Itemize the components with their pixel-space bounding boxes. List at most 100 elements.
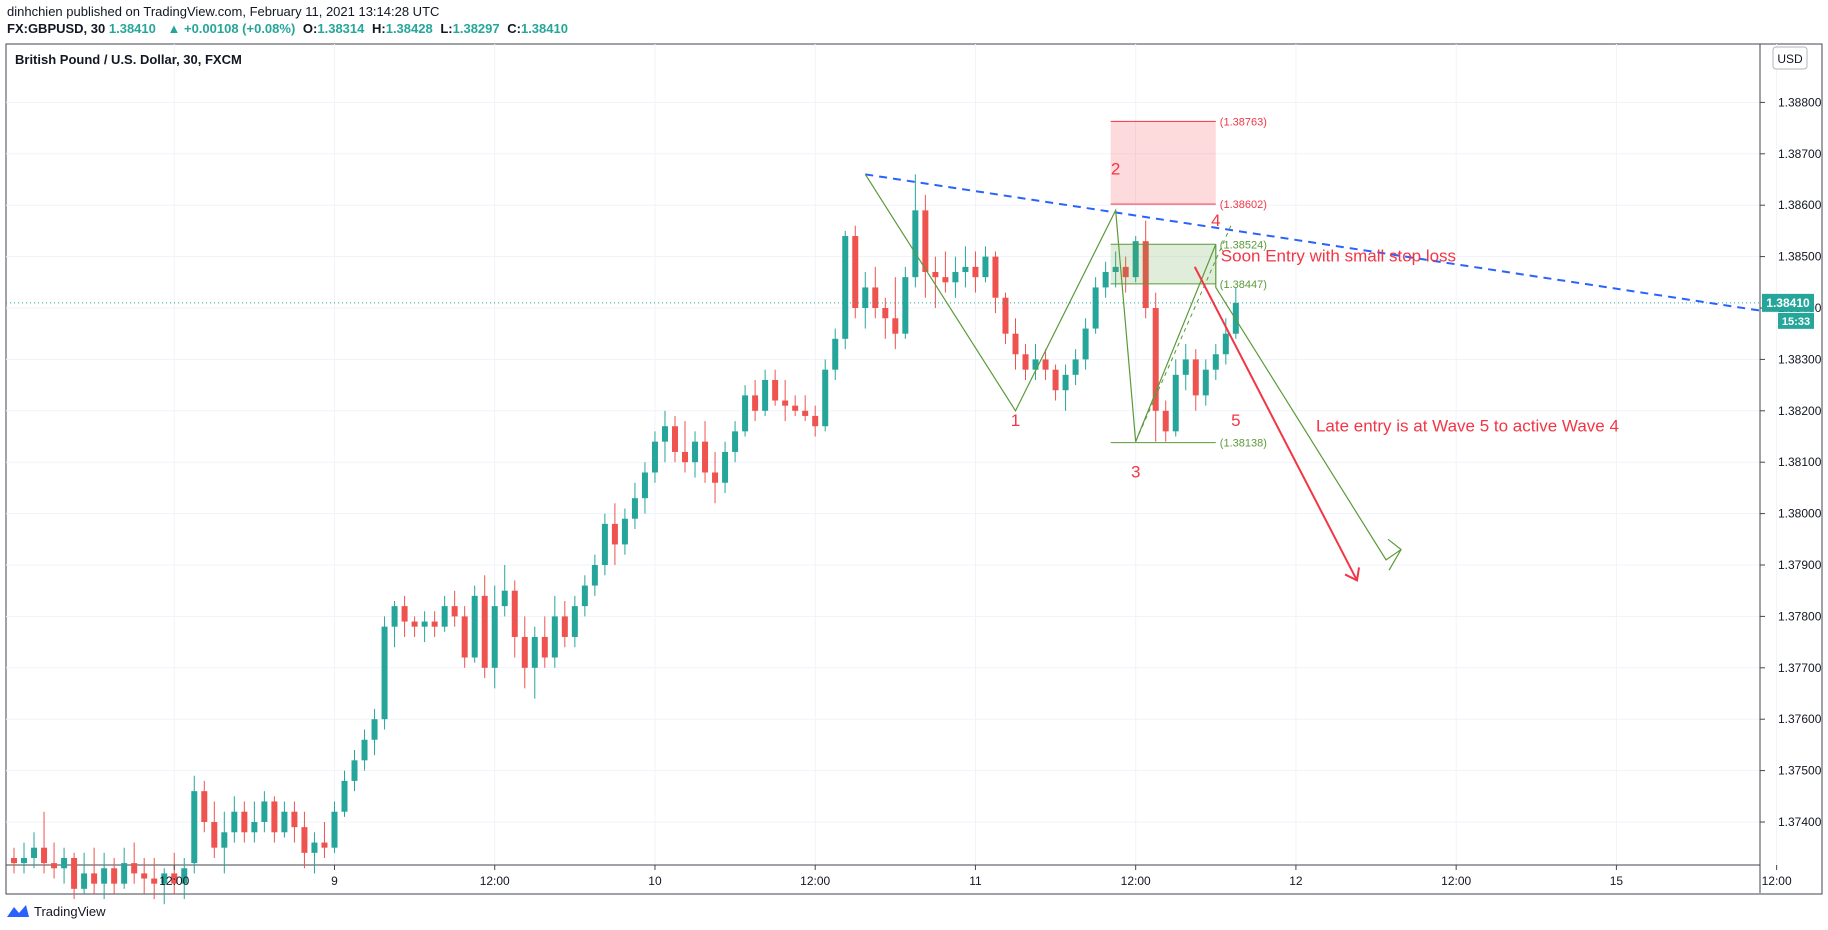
candle-up <box>832 328 839 380</box>
price-zone-box <box>1110 121 1216 205</box>
candle-down <box>1002 292 1009 344</box>
candle-body <box>31 847 38 858</box>
candle-body <box>101 868 108 884</box>
last-price: 1.38410 <box>108 21 156 36</box>
candle-down <box>682 421 689 473</box>
price-tick-label: 1.38200 <box>1778 404 1822 418</box>
candle-down <box>141 857 148 894</box>
drawings-layer: (1.38763) (1.38602) (1.38524) (1.38447) (1.3… <box>6 116 1761 582</box>
candle-up <box>261 791 268 833</box>
candle-body <box>992 256 999 298</box>
candle-body <box>261 801 268 822</box>
candle-down <box>1152 292 1159 442</box>
candle-body <box>81 873 88 889</box>
candle-body <box>391 606 398 627</box>
candle-down <box>241 801 248 843</box>
candle-body <box>311 842 318 853</box>
candle-up <box>912 174 919 288</box>
candle-up <box>341 770 348 817</box>
candle-down <box>1192 349 1199 411</box>
candle-body <box>1022 354 1029 370</box>
price-tick-label: 1.38600 <box>1778 198 1822 212</box>
candle-body <box>1082 328 1089 360</box>
candle-down <box>802 395 809 422</box>
candle-body <box>972 266 979 278</box>
close-label: C: <box>507 21 521 36</box>
candle-body <box>722 451 729 483</box>
candle-body <box>421 621 428 627</box>
price-tick-label: 1.37900 <box>1778 558 1822 572</box>
candle-body <box>1232 302 1239 334</box>
candle-body <box>832 338 839 370</box>
candle-down <box>712 451 719 504</box>
candle-down <box>481 575 488 679</box>
tradingview-brand: TradingView <box>34 903 106 919</box>
candle-body <box>962 266 969 273</box>
projected-arrow-outline <box>1215 244 1402 561</box>
candle-down <box>521 616 528 689</box>
time-tick-label: 12:00 <box>1441 874 1471 888</box>
candle-up <box>181 857 188 900</box>
candle-up <box>441 595 448 632</box>
candle-down <box>942 251 949 293</box>
candle-up <box>491 585 498 689</box>
candle-body <box>591 565 598 586</box>
candle-down <box>782 379 789 422</box>
candle-up <box>982 246 989 283</box>
candle-body <box>1172 374 1179 432</box>
candle-body <box>461 616 468 658</box>
candle-body <box>661 426 668 442</box>
candle-body <box>1052 369 1059 391</box>
candle-body <box>872 287 879 308</box>
candle-up <box>31 832 38 869</box>
chart-frame <box>5 43 1823 895</box>
candle-body <box>351 760 358 781</box>
low-value: 1.38297 <box>452 21 500 36</box>
candle-up <box>1102 261 1109 298</box>
candle-body <box>752 395 759 411</box>
candle-down <box>301 811 308 869</box>
candle-down <box>461 606 468 668</box>
candle-body <box>671 426 678 452</box>
wave-pattern-line <box>864 174 1217 442</box>
candle-body <box>161 873 168 884</box>
candle-up <box>962 246 969 288</box>
price-axis[interactable]: 1.388001.387001.386001.385001.384001.383… <box>1760 95 1822 829</box>
candle-body <box>952 272 959 283</box>
symbol-label[interactable]: FX:GBPUSD, 30 <box>7 21 106 36</box>
candle-up <box>361 729 368 771</box>
candle-body <box>932 272 939 278</box>
countdown-badge <box>1778 312 1814 329</box>
time-tick-label: 11 <box>969 874 982 888</box>
time-tick-label: 12:00 <box>480 874 510 888</box>
candle-up <box>101 852 108 900</box>
candle-down <box>1052 364 1059 401</box>
time-tick-label: 12:00 <box>800 874 830 888</box>
candle-body <box>1102 272 1109 288</box>
candle-body <box>331 811 338 848</box>
time-axis[interactable]: 12:00 9 12:00 10 12:00 11 12:00 12 12:00 15 12:00 <box>159 865 1792 888</box>
candle-body <box>1092 287 1099 329</box>
candle-body <box>1212 354 1219 370</box>
candle-down <box>131 842 138 884</box>
price-zone-bottom-label: (1.38447) <box>1220 279 1267 291</box>
candle-down <box>431 611 438 637</box>
tradingview-footer[interactable]: TradingView <box>6 903 106 919</box>
short-entry-arrow <box>1193 266 1358 581</box>
candle-up <box>221 811 228 874</box>
candle-body <box>702 441 709 473</box>
candle-body <box>1192 359 1199 396</box>
candle-body <box>361 739 368 761</box>
candle-up <box>531 626 538 699</box>
candle-up <box>601 513 608 576</box>
candle-down <box>71 852 78 900</box>
candle-up <box>501 565 508 617</box>
wave-label: 5 <box>1231 411 1240 430</box>
candle-body <box>21 857 28 864</box>
candle-body <box>71 857 78 889</box>
candle-body <box>1132 241 1139 278</box>
candle-down <box>91 847 98 894</box>
currency-badge[interactable]: USD <box>1772 46 1808 70</box>
price-zone-top-label: (1.38763) <box>1220 116 1267 128</box>
